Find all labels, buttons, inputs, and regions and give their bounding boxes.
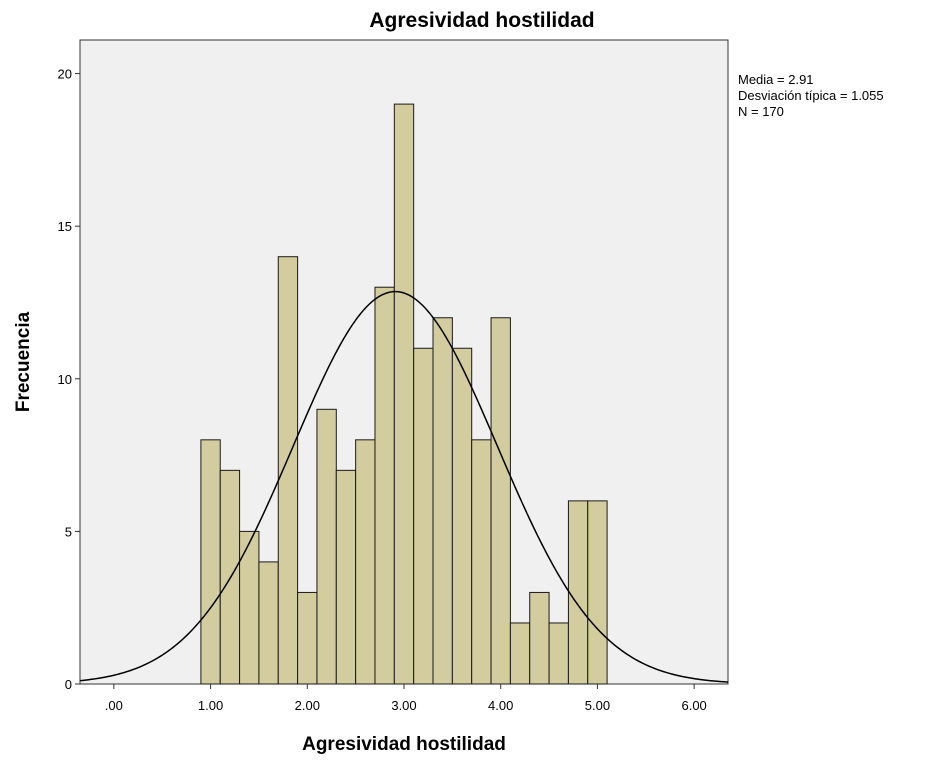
histogram-bar-19 bbox=[567, 500, 589, 685]
histogram-bar-3 bbox=[258, 561, 279, 685]
stat-mean: Media = 2.91 bbox=[738, 72, 814, 87]
x-tick-label-6: 6.00 bbox=[681, 698, 706, 713]
chart-title: Agresividad hostilidad bbox=[369, 9, 594, 32]
x-tick-label-2: 2.00 bbox=[295, 698, 320, 713]
histogram-bar-16 bbox=[509, 622, 531, 685]
histogram-bar-15 bbox=[490, 317, 511, 685]
bars-group bbox=[200, 103, 608, 685]
histogram-bar-5 bbox=[297, 591, 318, 685]
stats-box: Media = 2.91 Desviación típica = 1.055 N… bbox=[738, 72, 884, 119]
histogram-bar-6 bbox=[316, 408, 337, 685]
histogram-bar-13 bbox=[451, 347, 473, 685]
histogram-bar-11 bbox=[413, 347, 434, 685]
x-tick-label-1: 1.00 bbox=[198, 698, 223, 713]
x-axis-ticks: .00 1.00 2.00 3.00 4.00 5.00 6.00 bbox=[105, 684, 707, 713]
histogram-bar-7 bbox=[335, 469, 357, 685]
stat-n: N = 170 bbox=[738, 104, 784, 119]
y-tick-label-1: 5 bbox=[65, 524, 72, 539]
y-tick-label-2: 10 bbox=[58, 372, 72, 387]
x-tick-label-5: 5.00 bbox=[585, 698, 610, 713]
stat-std-dev: Desviación típica = 1.055 bbox=[738, 88, 884, 103]
histogram-bar-2 bbox=[239, 530, 260, 685]
y-tick-label-3: 15 bbox=[58, 219, 72, 234]
y-axis-ticks: 0 5 10 15 20 bbox=[58, 67, 80, 692]
histogram-bar-9 bbox=[374, 286, 395, 685]
x-tick-label-3: 3.00 bbox=[391, 698, 416, 713]
x-tick-label-0: .00 bbox=[105, 698, 123, 713]
x-tick-label-4: 4.00 bbox=[488, 698, 513, 713]
x-axis-title: Agresividad hostilidad bbox=[302, 734, 506, 755]
histogram-bar-10 bbox=[393, 103, 415, 685]
histogram-bar-0 bbox=[200, 439, 221, 685]
normal-curve bbox=[79, 290, 729, 683]
histogram-bar-18 bbox=[548, 622, 569, 685]
histogram-bar-12 bbox=[432, 317, 453, 685]
histogram-bar-8 bbox=[355, 439, 376, 685]
histogram-bar-14 bbox=[471, 439, 492, 685]
histogram-bar-17 bbox=[529, 591, 550, 685]
y-tick-label-4: 20 bbox=[58, 67, 72, 82]
y-axis-title: Frecuencia bbox=[13, 311, 34, 412]
y-tick-label-0: 0 bbox=[65, 677, 72, 692]
histogram-bar-4 bbox=[277, 256, 299, 685]
histogram-bar-20 bbox=[587, 500, 608, 685]
